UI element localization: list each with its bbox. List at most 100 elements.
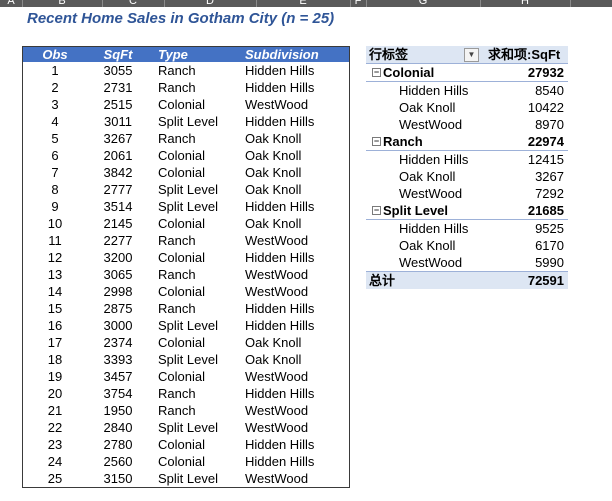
cell-subdivision[interactable]: WestWood [245,233,309,248]
cell-obs[interactable]: 18 [47,352,63,367]
cell-sqft[interactable]: 2777 [103,182,133,197]
cell-sqft[interactable]: 2515 [103,97,133,112]
cell-obs[interactable]: 2 [51,80,59,95]
cell-sqft[interactable]: 3150 [103,471,133,486]
cell-sqft[interactable]: 3055 [103,63,133,78]
cell-type[interactable]: Colonial [158,335,205,350]
cell-sqft[interactable]: 3065 [103,267,133,282]
column-header-c[interactable]: C [102,0,165,7]
cell-type[interactable]: Split Level [158,318,218,333]
cell-sqft[interactable]: 3200 [103,250,133,265]
column-header-g[interactable]: G [366,0,481,7]
cell-subdivision[interactable]: Hidden Hills [245,80,315,95]
cell-subdivision[interactable]: Oak Knoll [245,216,302,231]
cell-sqft[interactable]: 3011 [104,114,132,129]
cell-obs[interactable]: 23 [47,437,63,452]
cell-sqft[interactable]: 3514 [103,199,133,214]
column-header-a[interactable]: A [0,0,23,7]
cell-subdivision[interactable]: Hidden Hills [245,199,315,214]
header-type[interactable]: Type [158,47,188,62]
cell-obs[interactable]: 16 [47,318,63,333]
cell-type[interactable]: Split Level [158,471,218,486]
header-subdivision[interactable]: Subdivision [245,47,319,62]
cell-type[interactable]: Split Level [158,199,218,214]
pivot-child-row[interactable]: WestWood 5990 [366,254,568,271]
cell-obs[interactable]: 6 [51,148,59,163]
cell-obs[interactable]: 1 [51,63,59,78]
cell-subdivision[interactable]: Hidden Hills [245,454,315,469]
cell-type[interactable]: Split Level [158,420,218,435]
cell-subdivision[interactable]: Hidden Hills [245,114,315,129]
cell-obs[interactable]: 24 [47,454,63,469]
cell-sqft[interactable]: 3842 [103,165,133,180]
pivot-group-row[interactable]: − Colonial 27932 [366,64,568,82]
column-header-d[interactable]: D [164,0,257,7]
cell-obs[interactable]: 11 [48,233,62,248]
cell-sqft[interactable]: 2998 [103,284,133,299]
cell-type[interactable]: Ranch [158,267,196,282]
cell-subdivision[interactable]: Hidden Hills [245,301,315,316]
cell-sqft[interactable]: 2840 [103,420,133,435]
cell-sqft[interactable]: 2780 [103,437,133,452]
cell-obs[interactable]: 3 [51,97,59,112]
cell-subdivision[interactable]: Oak Knoll [245,131,302,146]
cell-sqft[interactable]: 2560 [103,454,133,469]
cell-type[interactable]: Split Level [158,352,218,367]
cell-obs[interactable]: 21 [47,403,63,418]
cell-sqft[interactable]: 2374 [103,335,133,350]
pivot-child-row[interactable]: WestWood 8970 [366,116,568,133]
cell-obs[interactable]: 12 [47,250,63,265]
cell-obs[interactable]: 5 [51,131,59,146]
cell-sqft[interactable]: 3000 [103,318,133,333]
column-header-b[interactable]: B [22,0,103,7]
cell-sqft[interactable]: 3754 [103,386,133,401]
pivot-child-row[interactable]: Oak Knoll 3267 [366,168,568,185]
cell-obs[interactable]: 8 [51,182,59,197]
cell-sqft[interactable]: 2145 [103,216,133,231]
pivot-child-row[interactable]: Hidden Hills 12415 [366,151,568,168]
cell-type[interactable]: Colonial [158,437,205,452]
cell-subdivision[interactable]: Oak Knoll [245,335,302,350]
cell-sqft[interactable]: 3393 [103,352,133,367]
cell-type[interactable]: Split Level [158,182,218,197]
cell-subdivision[interactable]: Hidden Hills [245,250,315,265]
cell-obs[interactable]: 15 [47,301,63,316]
cell-type[interactable]: Ranch [158,386,196,401]
cell-type[interactable]: Colonial [158,369,205,384]
cell-type[interactable]: Ranch [158,63,196,78]
column-header-h[interactable]: H [480,0,571,7]
cell-subdivision[interactable]: Oak Knoll [245,352,302,367]
pivot-child-row[interactable]: Hidden Hills 8540 [366,82,568,99]
cell-type[interactable]: Colonial [158,165,205,180]
cell-sqft[interactable]: 3457 [103,369,133,384]
cell-subdivision[interactable]: Oak Knoll [245,148,302,163]
cell-subdivision[interactable]: Oak Knoll [245,165,302,180]
cell-type[interactable]: Colonial [158,148,205,163]
pivot-row-label-header[interactable]: 行标签 [369,47,409,62]
cell-type[interactable]: Split Level [158,114,218,129]
cell-sqft[interactable]: 3267 [103,131,133,146]
cell-subdivision[interactable]: Oak Knoll [245,182,302,197]
cell-subdivision[interactable]: WestWood [245,284,309,299]
cell-subdivision[interactable]: WestWood [245,403,309,418]
cell-type[interactable]: Ranch [158,301,196,316]
cell-sqft[interactable]: 2875 [103,301,133,316]
pivot-group-row[interactable]: − Split Level 21685 [366,202,568,220]
cell-obs[interactable]: 19 [47,369,63,384]
cell-subdivision[interactable]: WestWood [245,420,309,435]
cell-type[interactable]: Colonial [158,216,205,231]
collapse-minus-icon[interactable]: − [372,136,381,146]
cell-subdivision[interactable]: Hidden Hills [245,437,315,452]
cell-sqft[interactable]: 2731 [103,80,133,95]
pivot-value-header[interactable]: 求和项:SqFt [488,47,561,62]
cell-obs[interactable]: 25 [47,471,63,486]
column-header-e[interactable]: E [256,0,351,7]
cell-subdivision[interactable]: Hidden Hills [245,318,315,333]
cell-sqft[interactable]: 1950 [103,403,133,418]
pivot-child-row[interactable]: Oak Knoll 6170 [366,237,568,254]
cell-subdivision[interactable]: WestWood [245,369,309,384]
cell-obs[interactable]: 7 [51,165,59,180]
collapse-minus-icon[interactable]: − [372,205,381,215]
cell-subdivision[interactable]: Hidden Hills [245,63,315,78]
header-sqft[interactable]: SqFt [103,47,133,62]
